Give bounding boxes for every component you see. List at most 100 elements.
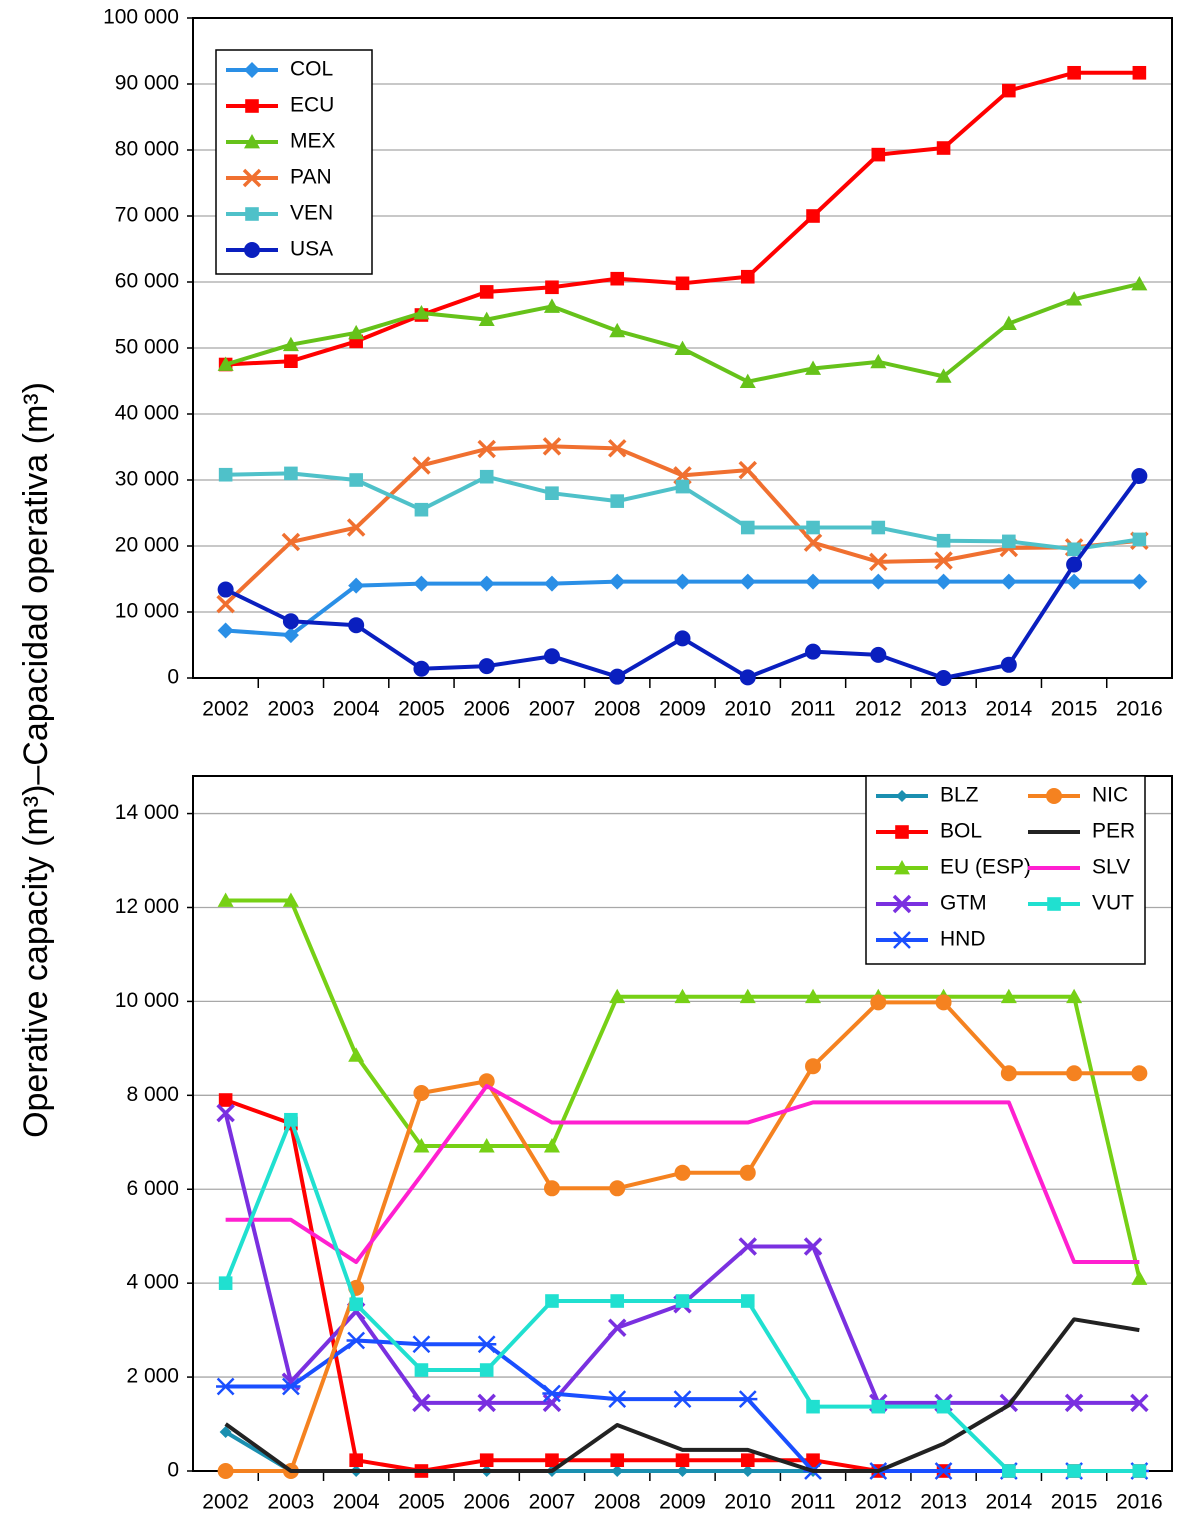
x-tick-label: 2015 [1051, 1491, 1098, 1514]
marker [870, 353, 887, 369]
marker [935, 573, 952, 590]
y-tick-label: 6 000 [126, 1177, 179, 1200]
marker [870, 646, 887, 663]
marker [805, 573, 822, 590]
marker [1067, 65, 1081, 80]
marker [739, 573, 756, 590]
marker [805, 988, 822, 1004]
series-line [223, 1112, 1140, 1405]
marker [348, 324, 365, 340]
marker [545, 1453, 559, 1467]
y-tick-label: 20 000 [115, 534, 179, 557]
marker [477, 1335, 497, 1354]
x-tick-label: 2010 [724, 698, 771, 721]
marker [610, 271, 625, 286]
marker [1132, 532, 1147, 547]
marker [1132, 65, 1147, 80]
marker [542, 437, 562, 456]
x-tick-label: 2013 [920, 1491, 967, 1514]
marker [282, 892, 299, 907]
marker [607, 439, 627, 458]
marker [740, 1453, 755, 1467]
marker [477, 1393, 496, 1413]
series-line [225, 282, 1140, 384]
legend-label: EU (ESP) [940, 856, 1031, 879]
marker [478, 658, 495, 675]
marker [282, 613, 299, 630]
marker [218, 1093, 233, 1107]
y-tick-label: 14 000 [115, 801, 179, 824]
x-tick-label: 2007 [529, 1491, 576, 1514]
marker [543, 1138, 560, 1153]
marker [609, 573, 626, 590]
marker [413, 305, 430, 320]
x-tick-label: 2011 [790, 1491, 835, 1514]
marker [479, 469, 494, 484]
marker [740, 520, 755, 535]
x-tick-label: 2013 [920, 698, 967, 721]
legend-label: HND [940, 928, 986, 951]
marker [284, 1112, 298, 1127]
marker [1067, 1464, 1081, 1478]
marker [412, 456, 431, 475]
marker [806, 520, 820, 535]
marker [349, 1453, 363, 1467]
marker [738, 1237, 758, 1256]
x-tick-label: 2002 [202, 698, 249, 721]
marker [740, 1294, 755, 1308]
marker [672, 1390, 693, 1409]
series-line [225, 1083, 1140, 1265]
legend-marker [244, 242, 260, 258]
x-tick-label: 2006 [463, 1491, 510, 1514]
marker [284, 466, 298, 481]
y-tick-label: 2 000 [126, 1365, 179, 1388]
marker [610, 494, 625, 508]
marker [216, 1103, 235, 1123]
legend-marker [896, 790, 908, 802]
marker [1002, 83, 1016, 98]
marker [870, 994, 887, 1011]
y-tick-label: 90 000 [115, 72, 179, 95]
marker [1131, 1270, 1148, 1285]
y-tick-label: 60 000 [115, 270, 179, 293]
marker [739, 1164, 756, 1181]
legend-marker [245, 99, 259, 113]
legend-label: SLV [1092, 856, 1130, 879]
legend-marker [244, 62, 260, 78]
marker [348, 577, 365, 594]
y-tick-label: 10 000 [115, 600, 179, 623]
y-tick-label: 4 000 [126, 1271, 179, 1294]
marker [738, 1390, 758, 1409]
marker [217, 1463, 234, 1479]
marker [216, 594, 235, 614]
marker [805, 360, 822, 375]
marker [414, 1363, 429, 1377]
marker [740, 269, 755, 284]
marker [346, 1331, 366, 1350]
marker [935, 368, 952, 383]
x-tick-label: 2003 [268, 1491, 315, 1514]
marker [936, 1399, 951, 1414]
marker [414, 502, 429, 517]
legend-marker [894, 860, 910, 875]
marker [1131, 1065, 1148, 1082]
marker [349, 1297, 363, 1312]
x-tick-label: 2002 [202, 1491, 249, 1514]
marker [871, 1399, 886, 1414]
marker [933, 1462, 954, 1480]
marker [870, 573, 887, 590]
marker [479, 1453, 494, 1467]
marker [218, 1276, 233, 1290]
marker [871, 147, 886, 162]
y-tick-label: 0 [167, 666, 179, 689]
y-tick-label: 40 000 [115, 402, 179, 425]
legend-marker [892, 894, 912, 914]
legend-marker [242, 168, 262, 188]
legend-label: BOL [940, 820, 982, 843]
x-tick-label: 2007 [529, 698, 576, 721]
marker [674, 340, 691, 356]
marker [478, 311, 495, 327]
x-tick-label: 2004 [333, 1491, 380, 1514]
legend-label: VEN [290, 202, 333, 225]
marker [218, 467, 233, 482]
